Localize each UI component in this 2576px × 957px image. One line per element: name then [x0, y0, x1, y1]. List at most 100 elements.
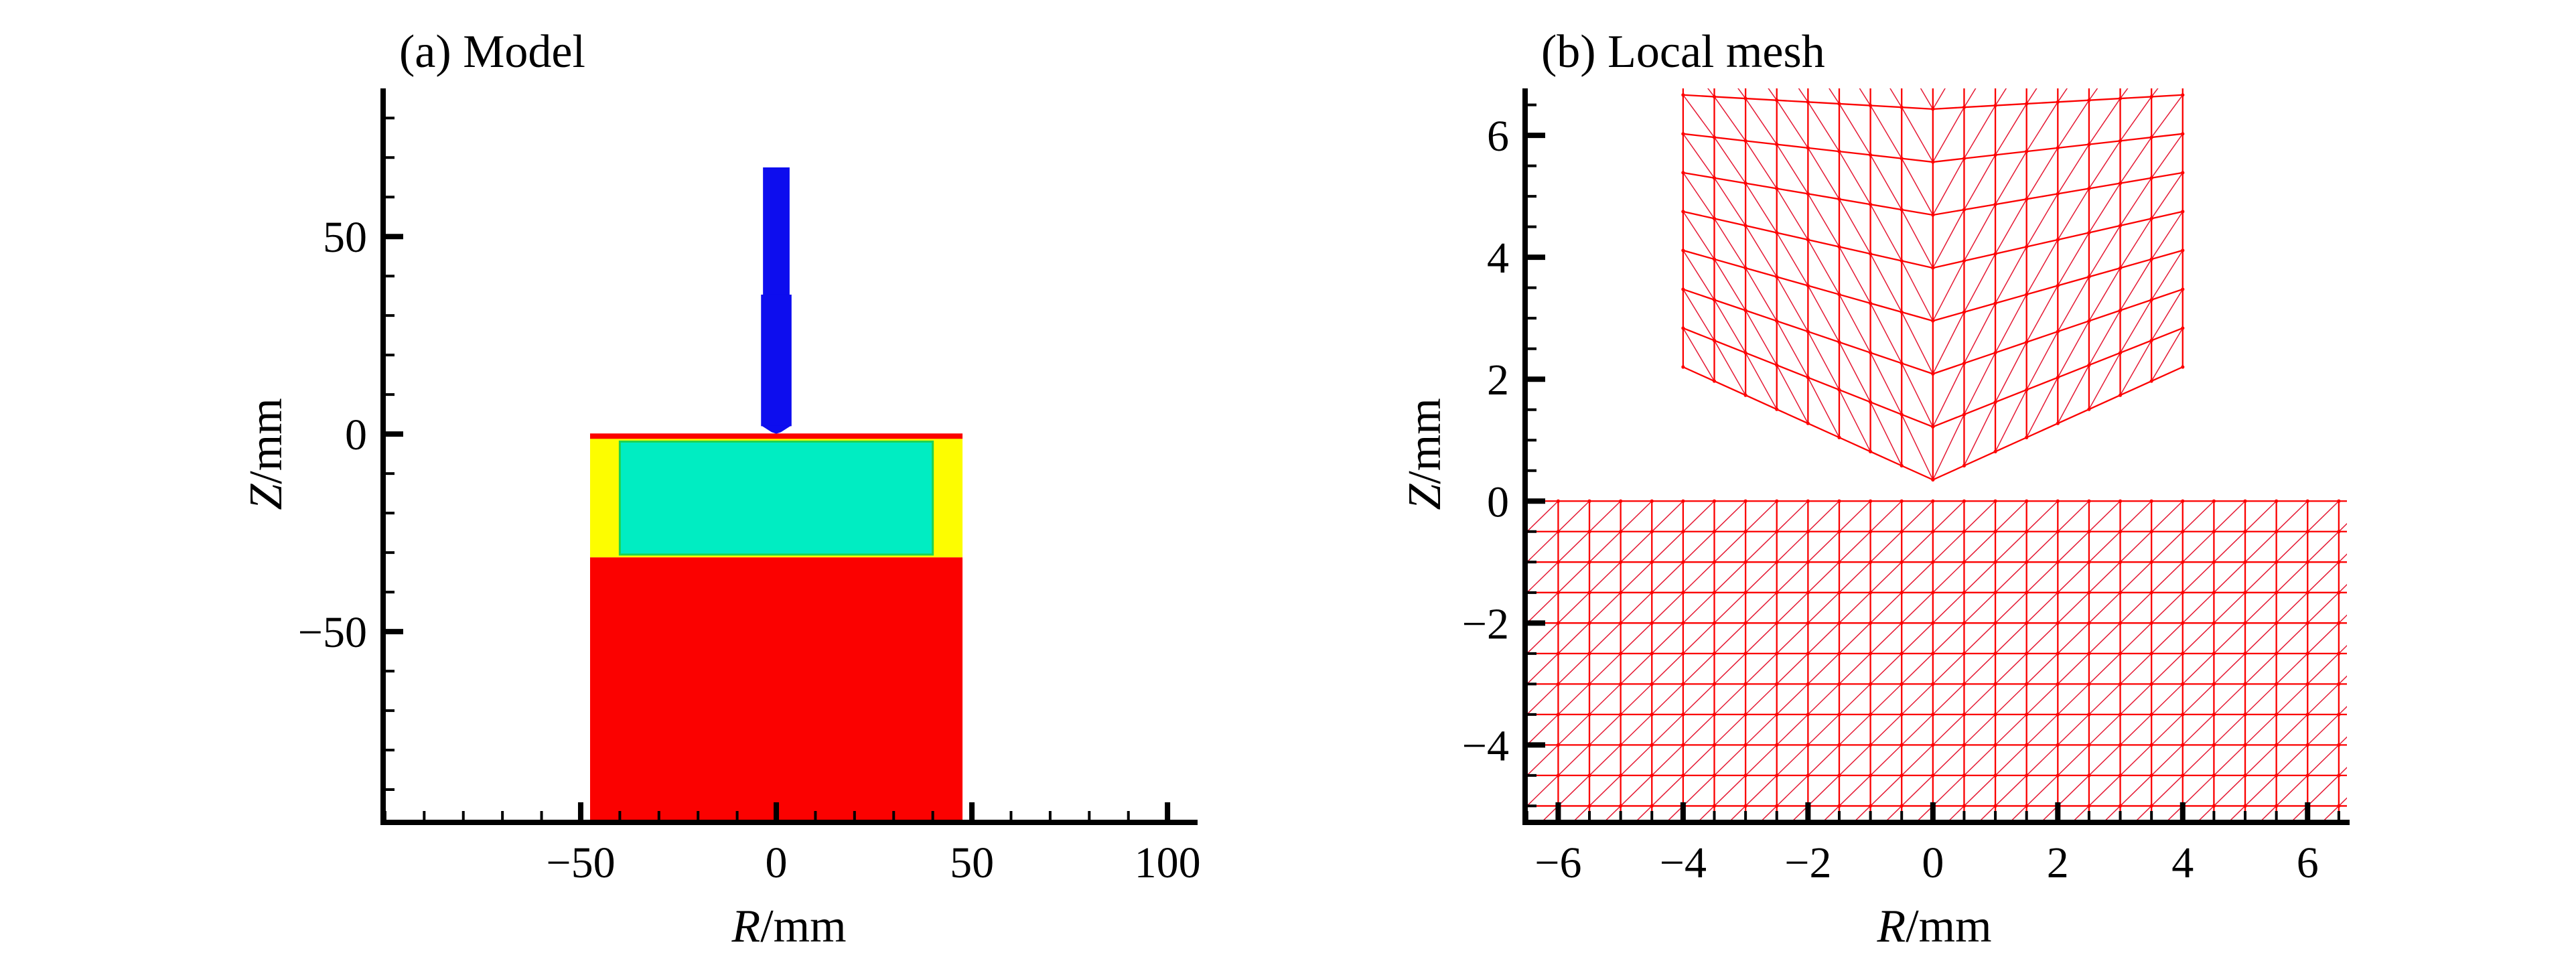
specimen-mesh-node: [2025, 499, 2029, 503]
indenter-mesh-node: [1900, 310, 1904, 314]
specimen-mesh-diagonal: [1589, 744, 1622, 776]
specimen-mesh-node: [2025, 621, 2029, 625]
specimen-mesh-node: [2181, 530, 2185, 534]
indenter-mesh-node: [1962, 105, 1966, 109]
specimen-mesh-node: [1869, 621, 1873, 625]
specimen-mesh-diagonal: [1713, 775, 1746, 806]
specimen-mesh-node: [2305, 621, 2309, 625]
specimen-mesh-node: [1650, 652, 1654, 656]
specimen-mesh-node: [2243, 713, 2247, 717]
indenter-mesh-node: [1743, 96, 1747, 100]
specimen-mesh-node: [2118, 652, 2123, 656]
indenter-mesh-diagonal: [2088, 225, 2121, 277]
indenter-mesh-node: [2025, 244, 2029, 249]
specimen-mesh-node: [1650, 499, 1654, 503]
indenter-mesh-node: [2087, 275, 2091, 279]
indenter-mesh-node: [2087, 230, 2091, 235]
specimen-mesh-diagonal: [1776, 744, 1808, 776]
indenter-mesh-diagonal: [1901, 363, 1934, 427]
indenter-mesh-diagonal: [1995, 342, 2027, 402]
specimen-mesh-node: [1650, 682, 1654, 686]
specimen-mesh-node: [2056, 713, 2060, 717]
mesh-xaxis-label: R/mm: [1876, 901, 1991, 952]
specimen-mesh-node: [1743, 804, 1747, 808]
indenter-mesh-node: [1962, 413, 1966, 417]
specimen-mesh-diagonal: [1713, 500, 1746, 532]
specimen-mesh-node: [1962, 774, 1966, 778]
specimen-mesh-node: [2181, 682, 2185, 686]
specimen-mesh-node: [2025, 804, 2029, 808]
specimen-mesh-node: [1806, 621, 1810, 625]
mesh-xaxis-variable: R: [1876, 901, 1906, 952]
specimen-mesh-node: [2275, 530, 2279, 534]
indenter-mesh-node: [2025, 149, 2029, 153]
indenter-mesh-node: [2118, 266, 2123, 270]
specimen-mesh-node: [1556, 774, 1561, 778]
specimen-mesh-diagonal: [2088, 775, 2121, 806]
specimen-mesh-node: [2087, 530, 2091, 534]
specimen-mesh-node: [1587, 743, 1591, 747]
specimen-mesh-diagonal: [1870, 531, 1902, 563]
specimen-mesh-node: [2337, 530, 2341, 534]
specimen-mesh-diagonal: [2026, 683, 2058, 715]
specimen-mesh-node: [2056, 652, 2060, 656]
specimen-mesh-diagonal: [2213, 775, 2246, 806]
indenter-mesh-node: [1993, 54, 1997, 58]
indenter-mesh-diagonal: [2057, 188, 2090, 240]
specimen-mesh-node: [2212, 530, 2216, 534]
specimen-mesh-node: [1806, 774, 1810, 778]
indenter-mesh-node: [2025, 340, 2029, 344]
specimen-mesh-diagonal: [1995, 531, 2027, 563]
indenter-mesh-diagonal: [2119, 88, 2129, 99]
model-xaxis-variable: R: [731, 901, 760, 952]
specimen-mesh-diagonal: [2120, 500, 2152, 532]
indenter-mesh-node: [1869, 202, 1873, 206]
indenter-mesh-node: [1743, 266, 1747, 270]
specimen-mesh-node: [1900, 774, 1904, 778]
specimen-mesh-node: [1681, 774, 1685, 778]
specimen-mesh-node: [1806, 530, 1810, 534]
specimen-mesh-node: [1712, 499, 1717, 503]
specimen-mesh-node: [1650, 560, 1654, 564]
mesh-tick-labels: −6 −4 −2 0 2 4 6 −4 −2 0 2 4 6: [1462, 112, 2319, 887]
indenter-mesh-node: [1681, 326, 1685, 330]
specimen-mesh-node: [1993, 621, 1997, 625]
specimen-mesh-node: [1806, 591, 1810, 595]
indenter-mesh-node: [1869, 252, 1873, 256]
indenter-mesh-diagonal: [1839, 198, 1871, 254]
specimen-mesh-node: [1806, 743, 1810, 747]
specimen-mesh-diagonal: [1995, 622, 2027, 654]
model-xaxis-unit: /mm: [760, 901, 846, 952]
indenter-mesh-node: [2149, 338, 2153, 342]
indenter-mesh-node: [2056, 238, 2060, 242]
specimen-mesh-diagonal: [1776, 653, 1808, 684]
specimen-mesh-node: [2056, 743, 2060, 747]
specimen-mesh-diagonal: [1683, 500, 1715, 532]
specimen-mesh-diagonal: [1557, 500, 1590, 532]
specimen-mesh-node: [2243, 804, 2247, 808]
specimen-mesh-diagonal: [1713, 592, 1746, 623]
specimen-mesh-diagonal: [1526, 531, 1559, 563]
indenter-mesh-diagonal: [2151, 172, 2184, 219]
indenter-mesh-diagonal: [2151, 211, 2184, 260]
specimen-mesh-node: [1931, 591, 1935, 595]
specimen-mesh-diagonal: [1995, 500, 2027, 532]
indenter-mesh-diagonal: [1713, 137, 1746, 184]
indenter-mesh-diagonal: [1683, 211, 1715, 260]
specimen-mesh-diagonal: [1651, 531, 1684, 563]
specimen-mesh-diagonal: [2307, 531, 2340, 563]
specimen-mesh-diagonal: [2120, 744, 2152, 776]
specimen-mesh-node: [1900, 530, 1904, 534]
indenter-mesh-node: [2118, 139, 2123, 143]
indenter-mesh-diagonal: [2088, 310, 2121, 366]
specimen-mesh-node: [2087, 591, 2091, 595]
indenter-mesh-diagonal: [2057, 144, 2090, 194]
indenter-mesh-node: [1962, 54, 1966, 58]
indenter-mesh-node: [1806, 100, 1810, 104]
specimen-mesh-diagonal: [1807, 592, 1840, 623]
specimen-mesh-node: [1556, 530, 1561, 534]
specimen-mesh-diagonal: [2213, 592, 2246, 623]
specimen-mesh-diagonal: [2244, 622, 2277, 654]
specimen-mesh-node: [1619, 652, 1623, 656]
axis-frame: [1522, 88, 2350, 825]
